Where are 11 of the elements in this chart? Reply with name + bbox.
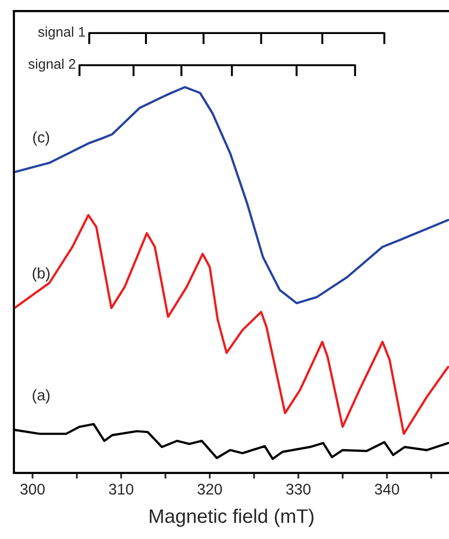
- x-tick-label: 330: [286, 484, 311, 495]
- x-tick-label: 300: [20, 484, 45, 495]
- x-tick-label: 310: [108, 484, 134, 495]
- x-tick-label: 340: [374, 484, 400, 495]
- x-tick-label: 320: [198, 484, 222, 495]
- legend-label: signal 2: [28, 58, 76, 72]
- x-axis-title: Magnetic field (mT): [150, 508, 314, 527]
- legend-label: signal 1: [38, 26, 86, 40]
- series-label: (b): [32, 267, 50, 282]
- series-label: (c): [33, 131, 50, 146]
- series-label: (a): [32, 389, 50, 404]
